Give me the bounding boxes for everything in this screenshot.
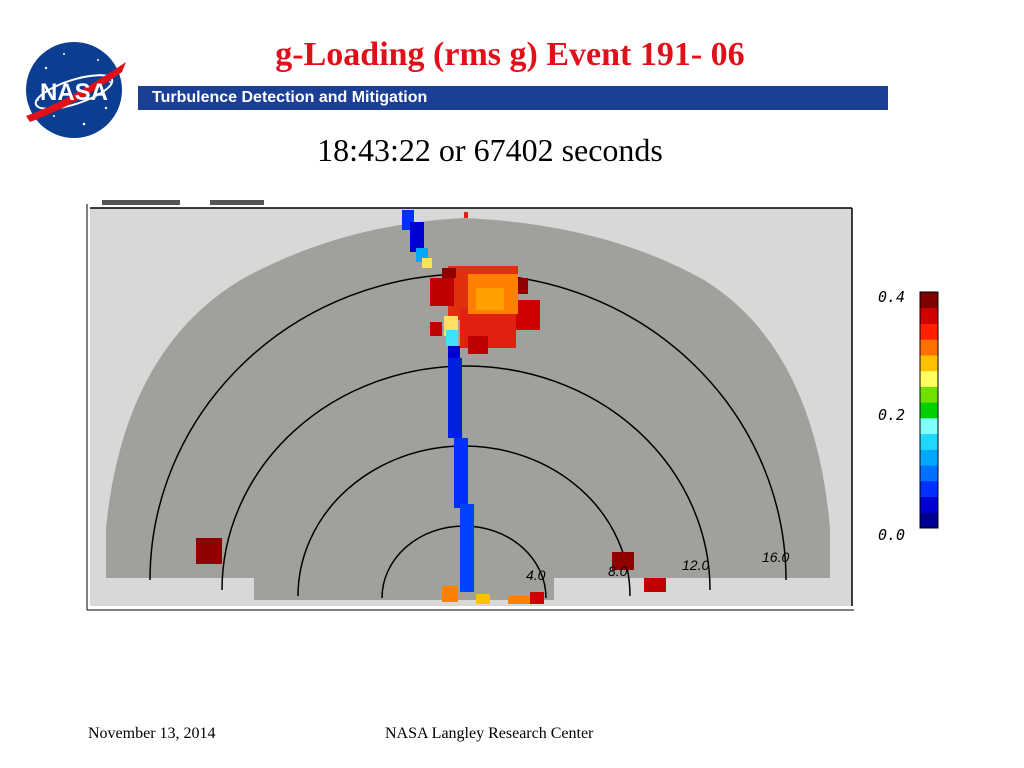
timestamp-subtitle: 18:43:22 or 67402 seconds <box>317 132 663 168</box>
range-label-16: 16.0 <box>762 549 789 565</box>
colorbar-swatch <box>920 386 938 403</box>
colorbar-swatch <box>920 307 938 324</box>
range-ring-12 <box>221 365 711 591</box>
banner: Turbulence Detection and Mitigation <box>138 86 888 110</box>
nasa-logo: NASA <box>26 42 126 138</box>
banner-text: Turbulence Detection and Mitigation <box>152 89 428 106</box>
colorbar-swatch <box>920 292 938 309</box>
colorbar-swatch <box>920 402 938 419</box>
colorbar-swatch <box>920 480 938 498</box>
colorbar-swatch <box>920 512 938 529</box>
slide-title: g-Loading (rms g) Event 191- 06 <box>275 36 745 73</box>
cropped-plot-header <box>102 200 264 205</box>
colorbar-swatch <box>920 433 938 450</box>
colorbar-swatch <box>920 323 938 340</box>
colorbar-swatch <box>920 339 938 356</box>
colorbar-swatch <box>920 370 938 387</box>
colorbar-swatch <box>920 354 938 372</box>
radar-scan-sector <box>106 218 830 600</box>
colorbar-legend: 0.4 0.2 0.0 <box>878 288 939 544</box>
range-labels: 4.0 8.0 12.0 16.0 <box>526 549 789 583</box>
range-label-4: 4.0 <box>526 567 546 583</box>
footer-organization: NASA Langley Research Center <box>385 725 594 742</box>
footer-date: November 13, 2014 <box>88 725 216 742</box>
range-label-12: 12.0 <box>682 557 709 573</box>
colorbar-frame <box>919 291 939 529</box>
turbulence-cells <box>196 210 666 604</box>
colorbar-tick-0-0: 0.0 <box>878 526 905 544</box>
colorbar-swatch <box>920 449 938 466</box>
colorbar-swatch <box>920 417 938 435</box>
colorbar-tick-0-4: 0.4 <box>878 288 905 306</box>
colorbar-swatch <box>920 496 938 513</box>
colorbar-swatches <box>919 291 939 529</box>
logo-text: NASA <box>40 79 108 106</box>
radar-plot: 4.0 8.0 12.0 16.0 <box>86 200 854 611</box>
colorbar-tick-0-2: 0.2 <box>878 406 905 424</box>
colorbar-swatch <box>920 465 938 482</box>
range-label-8: 8.0 <box>608 563 628 579</box>
